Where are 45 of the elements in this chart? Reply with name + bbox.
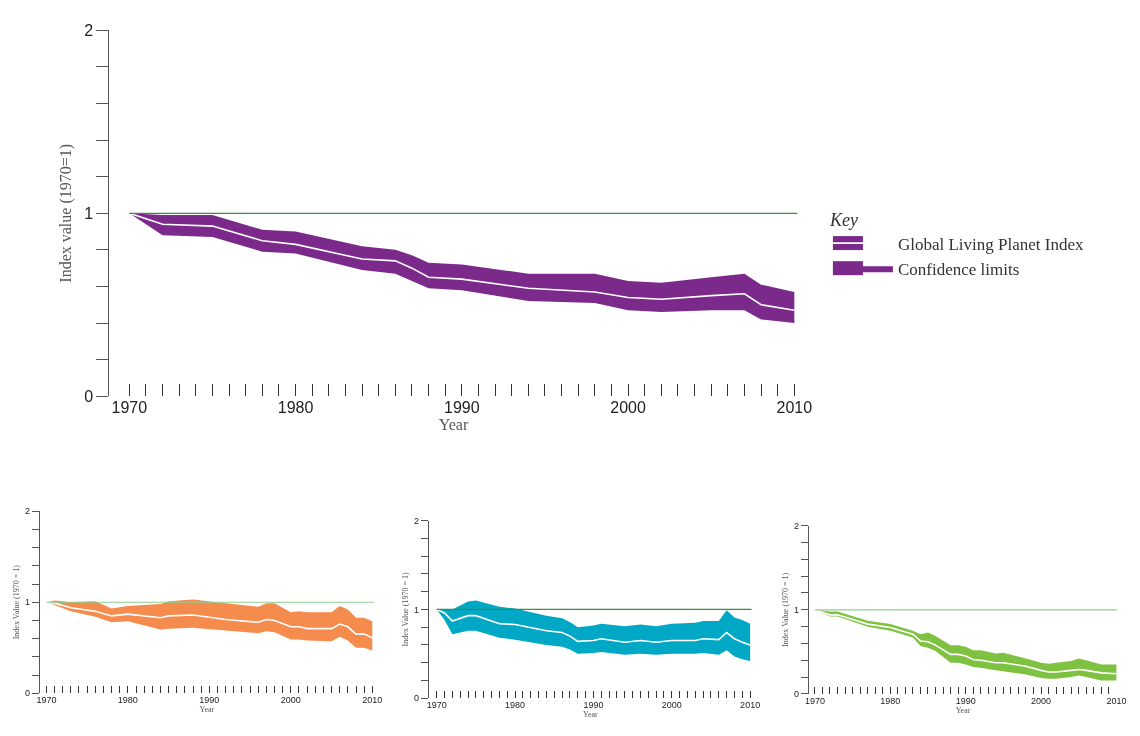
x-tick-label: 1970 [36, 695, 57, 706]
x-axis-title: Year [582, 710, 598, 720]
x-tick-label: 2000 [280, 695, 301, 706]
y-tick-label: 0 [25, 688, 31, 699]
y-tick-label: 1 [25, 597, 31, 608]
line-series [435, 608, 751, 646]
y-axis-title: Index Value (1970 = 1) [780, 572, 790, 647]
y-axis-title: Index Value (1970 = 1) [400, 572, 410, 647]
x-tick-label: 1970 [111, 399, 148, 417]
x-tick-label: 2000 [610, 399, 646, 417]
y-tick-label: 1 [84, 204, 94, 222]
x-tick-label: 1970 [426, 700, 447, 711]
x-tick-label: 1990 [199, 695, 220, 706]
x-tick-label: 2000 [661, 700, 682, 711]
x-tick-label: 1990 [583, 700, 604, 711]
x-tick-label: 1980 [117, 695, 138, 706]
x-tick-label: 2010 [362, 695, 383, 706]
x-axis-title: Year [955, 706, 971, 716]
y-tick-label: 0 [414, 693, 420, 704]
legend-title: Key [828, 209, 858, 230]
y-tick-label: 1 [414, 604, 420, 615]
y-tick-label: 2 [25, 506, 31, 517]
x-tick-label: 1990 [955, 695, 976, 706]
x-tick-label: 1980 [505, 700, 526, 711]
x-tick-label: 1970 [804, 695, 825, 706]
x-tick-label: 1990 [444, 399, 480, 417]
y-tick-label: 2 [414, 515, 420, 526]
x-tick-label: 2010 [776, 399, 813, 417]
x-tick-label: 2010 [1106, 695, 1127, 706]
y-axis-title: Index Value (1970 = 1) [11, 564, 21, 640]
y-tick-label: 0 [84, 387, 94, 405]
line-series [45, 601, 374, 639]
y-tick-label: 0 [794, 689, 800, 700]
x-axis-title: Year [438, 416, 469, 434]
x-axis-title: Year [199, 705, 215, 715]
y-tick-label: 2 [84, 21, 94, 39]
y-tick-label: 1 [794, 604, 800, 615]
x-tick-label: 2010 [740, 700, 761, 711]
x-tick-label: 2000 [1031, 695, 1052, 706]
x-tick-label: 1980 [880, 695, 901, 706]
y-tick-label: 2 [794, 520, 800, 531]
legend-label: Global Living Planet Index [897, 234, 1084, 254]
y-axis-title: Index value (1970=1) [57, 143, 76, 283]
x-tick-label: 1980 [277, 399, 314, 417]
text: Confidence limits [897, 259, 1020, 279]
